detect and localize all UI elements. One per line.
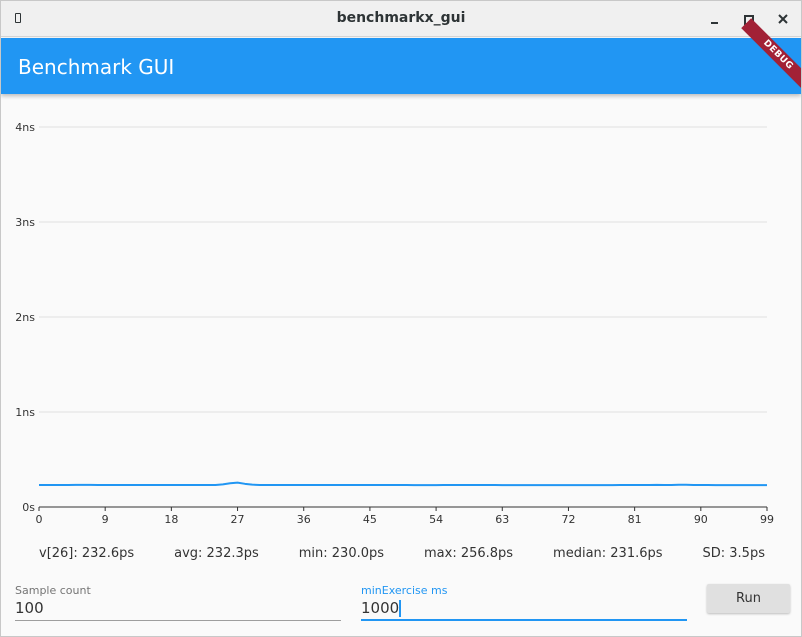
x-tick-label: 45	[363, 513, 377, 525]
x-tick-label: 99	[760, 513, 774, 525]
x-tick-label: 27	[231, 513, 245, 525]
x-tick-label: 0	[36, 513, 43, 525]
y-tick-label: 4ns	[15, 121, 35, 134]
sample-count-field[interactable]: Sample count 100	[15, 584, 341, 621]
stat-max: max: 256.8ps	[424, 546, 514, 561]
stat-avg: avg: 232.3ps	[174, 546, 259, 561]
window-titlebar[interactable]: benchmarkx_gui	[1, 1, 801, 37]
sample-count-label: Sample count	[15, 584, 91, 597]
stat-current: v[26]: 232.6ps	[39, 546, 135, 561]
x-tick-label: 36	[297, 513, 311, 525]
x-tick-label: 90	[694, 513, 708, 525]
y-tick-label: 3ns	[15, 216, 35, 229]
stat-median: median: 231.6ps	[553, 546, 663, 561]
window-title: benchmarkx_gui	[336, 10, 466, 26]
text-caret	[399, 600, 402, 617]
close-icon[interactable]	[773, 9, 793, 29]
min-exercise-underline	[361, 619, 687, 621]
benchmark-chart: 0s 1ns 2ns 3ns 4ns 0 9 18 27 36 45 54 63 72 81 90 99	[15, 121, 774, 525]
min-exercise-field[interactable]: minExercise ms 1000	[361, 584, 687, 621]
series-line	[38, 481, 767, 487]
x-tick-label: 81	[628, 513, 642, 525]
x-tick-label: 9	[102, 513, 109, 525]
y-tick-label: 0s	[22, 501, 35, 514]
stats-row: v[26]: 232.6ps avg: 232.3ps min: 230.0ps…	[39, 546, 765, 564]
page-title: Benchmark GUI	[18, 55, 175, 79]
min-exercise-label: minExercise ms	[361, 584, 448, 597]
minimize-icon[interactable]	[705, 9, 725, 29]
y-tick-label: 2ns	[15, 311, 35, 324]
sample-count-input[interactable]: 100	[15, 599, 44, 617]
app-bar: Benchmark GUI DEBUG	[1, 18, 801, 94]
stat-min: min: 230.0ps	[298, 546, 385, 561]
min-exercise-value: 1000	[361, 599, 400, 617]
x-tick-label: 18	[164, 513, 178, 525]
stat-sd: SD: 3.5ps	[702, 546, 765, 561]
min-exercise-input[interactable]: 1000	[361, 598, 687, 618]
y-tick-label: 1ns	[15, 406, 35, 419]
sample-count-underline	[15, 620, 341, 621]
x-tick-label: 72	[561, 513, 575, 525]
x-tick-label: 63	[495, 513, 509, 525]
run-button[interactable]: Run	[707, 584, 790, 613]
x-tick-label: 54	[429, 513, 443, 525]
window-menu-icon[interactable]	[15, 13, 21, 23]
